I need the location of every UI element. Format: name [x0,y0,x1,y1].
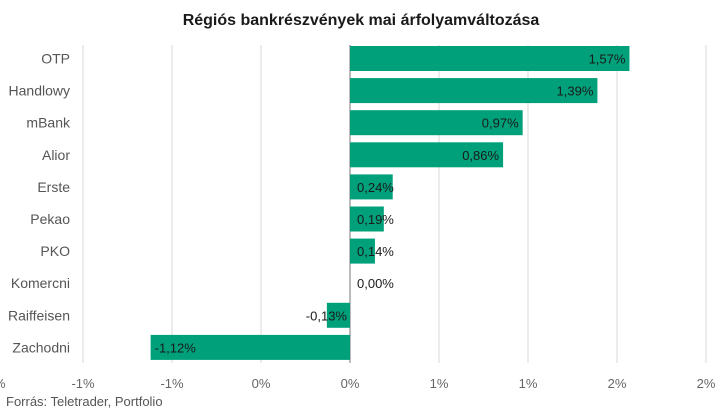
x-tick-label: 0% [252,376,271,391]
data-label: 1,57% [589,52,626,67]
data-label: 0,19% [357,212,394,227]
data-label: 0,24% [357,180,394,195]
category-label: Alior [42,147,70,163]
bars [150,46,630,360]
x-tick-label: 1% [519,376,538,391]
category-label: Handlowy [9,83,70,99]
category-label: PKO [40,243,70,259]
bar-mbank [350,110,523,136]
source-note: Forrás: Teletrader, Portfolio [6,394,163,409]
x-tick-label: 1% [430,376,449,391]
data-label: -0,13% [306,308,348,323]
bar-erste [350,174,393,200]
bar-zachodni [150,334,350,360]
bar-otp [350,46,630,71]
data-label: -1,12% [155,340,197,355]
chart-title: Régiós bankrészvények mai árfolyamváltoz… [183,12,540,29]
bar-alior [350,142,504,168]
x-tick-label: 2% [697,376,716,391]
bar-pekao [350,206,384,232]
x-tick-label: 0% [341,376,360,391]
category-label: Erste [37,179,70,195]
x-tick-label: 2% [608,376,627,391]
category-label: OTP [41,51,70,67]
bar-pko [350,238,375,264]
category-label: Pekao [30,211,70,227]
category-labels: OTP Handlowy mBank Alior Erste Pekao PKO Komerc… [8,51,71,356]
category-label: mBank [26,115,71,131]
data-label: 0,86% [462,148,499,163]
x-tick-label: -1% [160,376,184,391]
category-label: Komercni [11,275,70,291]
x-tick-label: -1% [71,376,95,391]
data-label: 0,97% [482,116,519,131]
category-label: Raiffeisen [8,307,70,323]
data-labels: 1,57% 1,39% 0,97% 0,86% 0,24% 0,19% 0,14% 0,00%… [155,52,626,356]
bar-raiffeisen [326,302,350,328]
data-label: 0,00% [357,276,394,291]
x-axis-ticks: -2% -1% -1% 0% 0% 1% 1% 2% 2% [0,376,716,391]
data-label: 0,14% [357,244,394,259]
x-tick-label: -2% [0,376,6,391]
data-label: 1,39% [557,84,594,99]
bar-handlowy [350,78,598,104]
category-label: Zachodni [12,339,70,355]
